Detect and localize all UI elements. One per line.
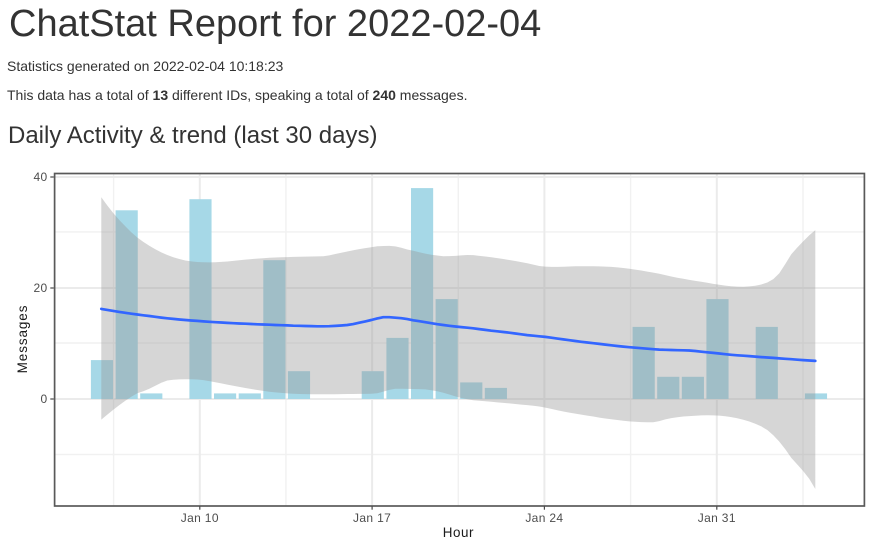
svg-text:0: 0 — [40, 392, 47, 406]
svg-text:20: 20 — [33, 281, 47, 295]
svg-text:40: 40 — [33, 170, 47, 184]
svg-text:Jan 10: Jan 10 — [181, 511, 219, 525]
svg-text:Hour: Hour — [443, 525, 474, 540]
svg-text:Messages: Messages — [15, 305, 30, 374]
svg-text:Jan 17: Jan 17 — [353, 511, 391, 525]
svg-text:Jan 24: Jan 24 — [525, 511, 563, 525]
svg-text:Jan 31: Jan 31 — [698, 511, 736, 525]
